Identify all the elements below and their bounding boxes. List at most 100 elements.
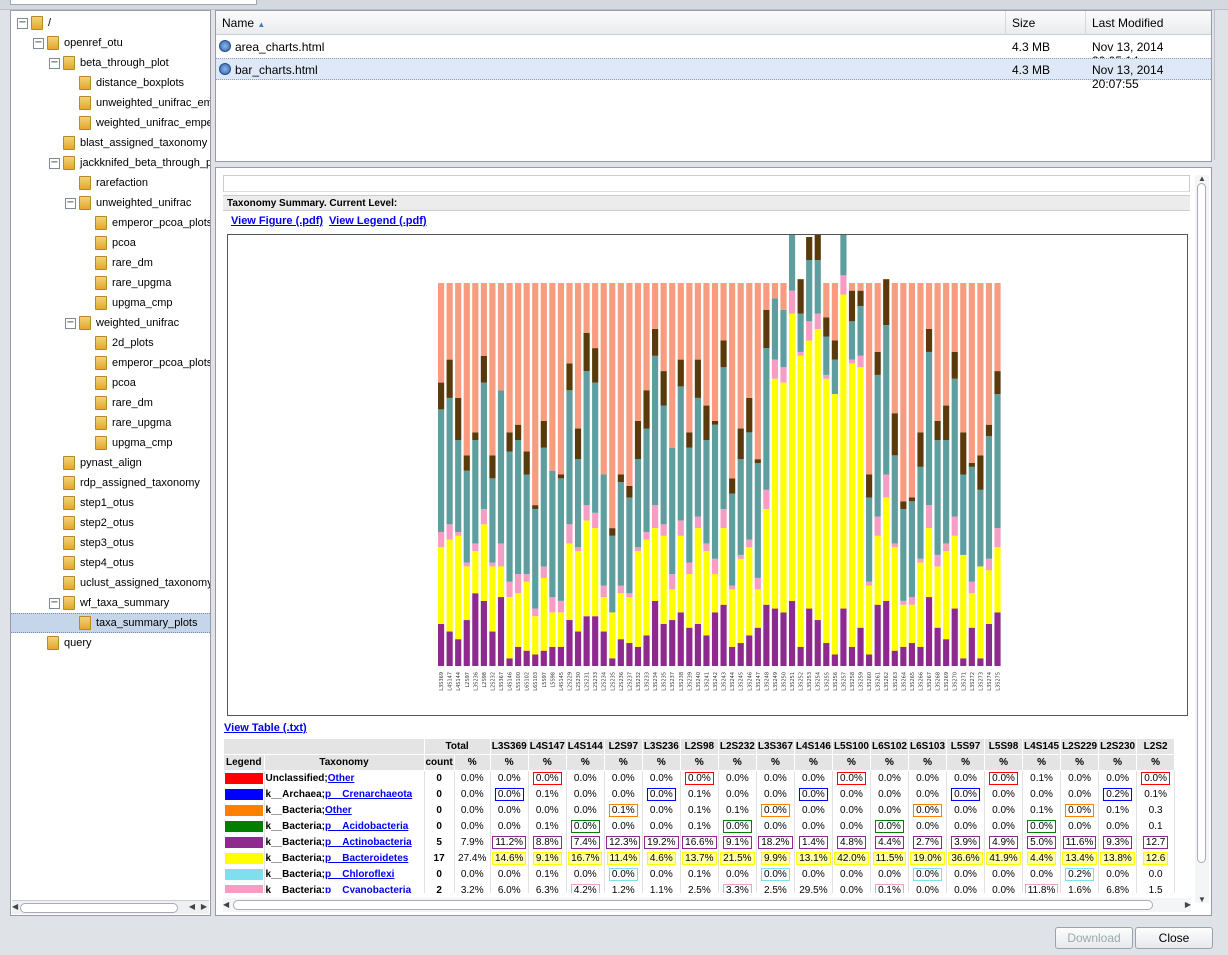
pct-value[interactable]: 0.1% xyxy=(535,789,559,800)
pct-value[interactable]: 0.0% xyxy=(611,789,635,800)
pct-value[interactable]: 0.1% xyxy=(1144,789,1168,800)
pct-value[interactable]: 1.5 xyxy=(1148,885,1163,893)
pct-value[interactable]: 0.0% xyxy=(1068,821,1091,832)
pct-value[interactable]: 0.0% xyxy=(878,805,901,816)
pct-value[interactable]: 21.5% xyxy=(720,852,755,865)
pct-value[interactable]: 29.5% xyxy=(799,885,828,893)
pct-value[interactable]: 41.9% xyxy=(986,852,1021,865)
tree-node[interactable]: rarefaction xyxy=(65,173,148,193)
pct-value[interactable]: 1.6% xyxy=(1068,885,1091,893)
taxonomy-link[interactable]: p__Crenarchaeota xyxy=(324,789,413,800)
tree-node[interactable]: − / xyxy=(17,13,51,33)
pct-value[interactable]: 0.1% xyxy=(725,805,749,816)
pct-value[interactable]: 0.0% xyxy=(837,772,866,786)
pct-value[interactable]: 3.3% xyxy=(722,884,752,893)
pct-value[interactable]: 0.0% xyxy=(535,805,559,816)
tree-node[interactable]: uclust_assigned_taxonomy xyxy=(49,573,210,593)
pct-value[interactable]: 0.0% xyxy=(573,789,597,800)
pct-value[interactable]: 12.7 xyxy=(1142,836,1169,849)
pct-value[interactable]: 16.7% xyxy=(568,852,603,865)
view-legend-link[interactable]: View Legend (.pdf) xyxy=(329,215,427,227)
pct-value[interactable]: 0.0% xyxy=(802,773,825,785)
taxonomy-link[interactable]: Other xyxy=(327,773,355,785)
tree-node[interactable]: rare_upgma xyxy=(81,273,171,293)
pct-value[interactable]: 9.3% xyxy=(1103,836,1132,849)
tree-node[interactable]: emperor_pcoa_plots xyxy=(81,213,210,233)
pct-value[interactable]: 0.1% xyxy=(1030,773,1053,785)
pct-value[interactable]: 0.0% xyxy=(840,789,863,800)
pct-value[interactable]: 0.0% xyxy=(1030,869,1053,880)
pct-value[interactable]: 0.0% xyxy=(840,821,863,832)
pct-value[interactable]: 0.0% xyxy=(954,885,977,893)
pct-value[interactable]: 0.0% xyxy=(646,788,676,801)
tree-node[interactable]: step3_otus xyxy=(49,533,134,553)
pct-value[interactable]: 2.5% xyxy=(763,885,787,893)
pct-value[interactable]: 8.8% xyxy=(532,836,562,849)
pct-value[interactable]: 0.0% xyxy=(611,821,635,832)
tree-node[interactable]: − openref_otu xyxy=(33,33,123,53)
pct-value[interactable]: 0.0% xyxy=(725,869,749,880)
pct-value[interactable]: 14.6% xyxy=(492,852,527,865)
pct-value[interactable]: 0.0% xyxy=(913,868,942,881)
pct-value[interactable]: 3.9% xyxy=(951,836,980,849)
pct-value[interactable]: 6.0% xyxy=(497,885,521,893)
collapse-toggle-icon[interactable]: − xyxy=(49,56,60,69)
pct-value[interactable]: 0.0% xyxy=(1141,772,1171,786)
pct-value[interactable]: 0.0% xyxy=(573,773,597,785)
tree-node[interactable]: rare_dm xyxy=(81,393,153,413)
pct-value[interactable]: 0.1% xyxy=(535,821,559,832)
pct-value[interactable]: 0.3 xyxy=(1148,805,1163,816)
pct-value[interactable]: 11.4% xyxy=(606,852,641,865)
tree-node[interactable]: step1_otus xyxy=(49,493,134,513)
pct-value[interactable]: 7.4% xyxy=(570,836,600,849)
tree-node[interactable]: unweighted_unifrac_em xyxy=(65,93,210,113)
tree-node[interactable]: − beta_through_plot xyxy=(49,53,169,73)
tree-node[interactable]: − unweighted_unifrac xyxy=(65,193,191,213)
pct-value[interactable]: 0.0% xyxy=(992,885,1015,893)
tree-node[interactable]: blast_assigned_taxonomy xyxy=(49,133,207,153)
pct-value[interactable]: 0.0% xyxy=(497,805,521,816)
pct-value[interactable]: 0.0% xyxy=(763,821,787,832)
tree-node[interactable]: rare_upgma xyxy=(81,413,171,433)
taxonomy-link[interactable]: Other xyxy=(324,805,352,816)
pct-value[interactable]: 0.1% xyxy=(687,789,711,800)
tree-node[interactable]: pcoa xyxy=(81,373,136,393)
pct-value[interactable]: 0.0% xyxy=(725,789,749,800)
pct-value[interactable]: 0.0% xyxy=(799,788,828,801)
pct-value[interactable]: 0.0% xyxy=(608,868,638,881)
collapse-toggle-icon[interactable]: − xyxy=(65,316,76,329)
taxonomy-link[interactable]: p__Bacteroidetes xyxy=(324,853,409,864)
pct-value[interactable]: 0.0% xyxy=(1065,804,1094,817)
pct-value[interactable]: 0.0% xyxy=(951,788,980,801)
pct-value[interactable]: 0.0% xyxy=(875,820,904,833)
tree-node[interactable]: step4_otus xyxy=(49,553,134,573)
pct-value[interactable]: 0.0% xyxy=(913,804,942,817)
pct-value[interactable]: 1.2% xyxy=(611,885,635,893)
pct-value[interactable]: 0.1% xyxy=(608,804,638,817)
pct-value[interactable]: 11.2% xyxy=(492,836,527,849)
column-name[interactable]: Name ▲ xyxy=(216,11,1006,35)
pct-value[interactable]: 5.0% xyxy=(1027,836,1056,849)
taxonomy-link[interactable]: p__Cyanobacteria xyxy=(324,885,412,893)
tree-horizontal-scrollbar[interactable]: ◀ ◀ ▶ xyxy=(12,900,209,914)
file-row[interactable]: bar_charts.html 4.3 MB Nov 13, 2014 20:07:… xyxy=(216,58,1211,91)
pct-value[interactable]: 12.6 xyxy=(1142,852,1169,865)
column-size[interactable]: Size xyxy=(1006,11,1086,35)
pct-value[interactable]: 0.0% xyxy=(494,788,524,801)
pct-value[interactable]: 0.0% xyxy=(1027,820,1056,833)
pct-value[interactable]: 13.1% xyxy=(796,852,831,865)
tree-node[interactable]: − jackknifed_beta_through_p xyxy=(49,153,210,173)
pct-value[interactable]: 0.0% xyxy=(1068,789,1091,800)
tree-node[interactable]: pynast_align xyxy=(49,453,142,473)
pct-value[interactable]: 1.1% xyxy=(649,885,673,893)
scroll-right-icon[interactable]: ▶ xyxy=(1184,900,1191,909)
pct-value[interactable]: 0.0% xyxy=(573,869,597,880)
pct-value[interactable]: 4.2% xyxy=(570,884,600,893)
pct-value[interactable]: 0.0% xyxy=(725,773,749,785)
pct-value[interactable]: 0.2% xyxy=(1103,788,1132,801)
download-button[interactable]: Download xyxy=(1055,927,1133,949)
pct-value[interactable]: 13.8% xyxy=(1100,852,1135,865)
pct-value[interactable]: 12.3% xyxy=(606,836,641,849)
preview-vertical-scrollbar[interactable]: ▲ ▼ xyxy=(1195,174,1209,904)
scroll-thumb[interactable] xyxy=(233,900,1153,910)
